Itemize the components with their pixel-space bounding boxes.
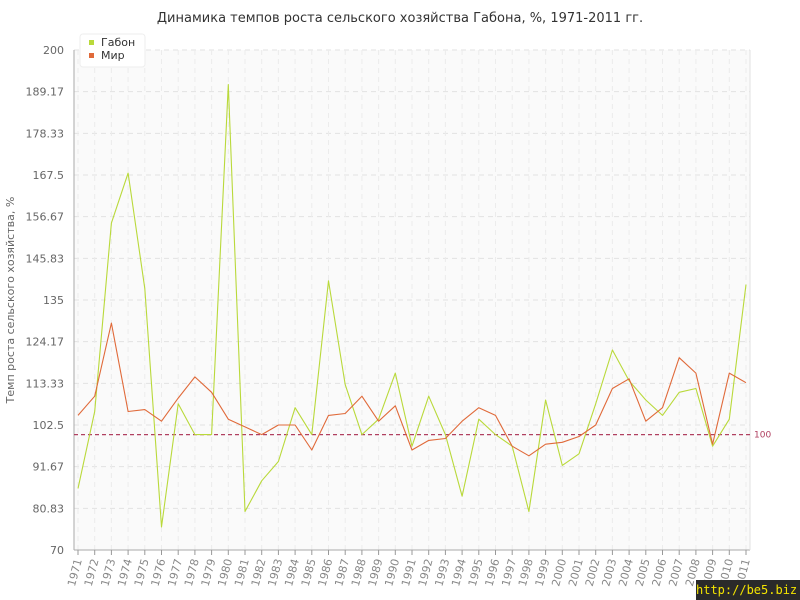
legend-label[interactable]: Габон [101, 36, 135, 49]
y-tick-label: 145.83 [26, 252, 65, 265]
y-tick-label: 178.33 [26, 127, 65, 140]
y-axis-label: Темп роста сельского хозяйства, % [4, 197, 17, 405]
reference-line-label: 100 [754, 431, 771, 441]
series-lines [77, 84, 747, 528]
x-axis-ticks: 1971197219731974197519761977197819791980… [65, 550, 753, 588]
legend-swatch [89, 53, 94, 58]
y-tick-label: 91.67 [33, 461, 65, 474]
y-tick-label: 167.5 [33, 169, 65, 182]
y-tick-label: 80.83 [33, 502, 65, 515]
y-tick-label: 135 [43, 294, 64, 307]
series-line-0 [77, 84, 747, 528]
y-axis-ticks: 70 80.83 91.67 102.5 113.33 124.17 135 145.83 15… [26, 44, 65, 557]
grid [74, 49, 750, 551]
y-tick-label: 156.67 [26, 211, 65, 224]
chart-title: Динамика темпов роста сельского хозяйств… [157, 11, 643, 26]
reference-line-group: 100 [74, 431, 771, 441]
legend-swatch [89, 40, 94, 45]
y-tick-label: 113.33 [26, 377, 65, 390]
series-line-1 [77, 322, 747, 457]
watermark: http://be5.biz [696, 580, 800, 600]
legend-box [79, 33, 146, 68]
y-tick-label: 124.17 [26, 336, 65, 349]
legend-label[interactable]: Мир [101, 49, 125, 62]
y-tick-label: 102.5 [33, 419, 65, 432]
y-tick-label: 189.17 [26, 86, 65, 99]
y-tick-label: 200 [43, 44, 64, 57]
y-tick-label: 70 [50, 544, 64, 557]
